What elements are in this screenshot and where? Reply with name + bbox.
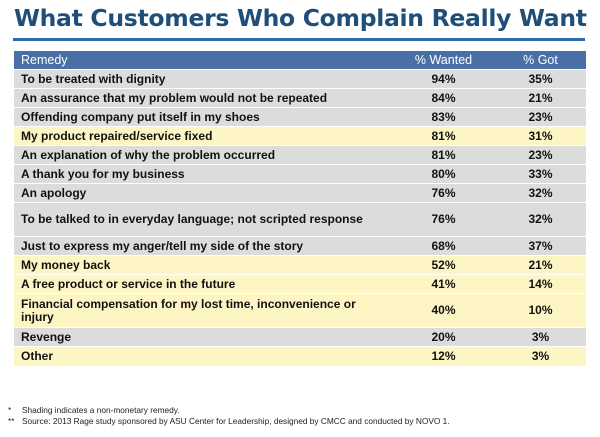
footnote-shading: * Shading indicates a non-monetary remedy… xyxy=(8,405,593,416)
remedy-cell: Other xyxy=(14,346,392,366)
wanted-cell: 76% xyxy=(392,202,495,237)
table-body: To be treated with dignity 94% 35% An assur… xyxy=(14,69,586,366)
header-remedy: Remedy xyxy=(14,51,392,70)
got-cell: 3% xyxy=(495,346,586,366)
got-cell: 35% xyxy=(495,69,586,89)
table-row: My money back 52% 21% xyxy=(14,255,586,275)
got-cell: 14% xyxy=(495,274,586,294)
got-cell: 23% xyxy=(495,145,586,165)
remedy-cell: Financial compensation for my lost time,… xyxy=(14,293,392,328)
got-cell: 23% xyxy=(495,107,586,127)
got-cell: 3% xyxy=(495,327,586,347)
header-wanted: % Wanted xyxy=(392,51,495,70)
table-row: An apology 76% 32% xyxy=(14,183,586,203)
remedy-table: Remedy % Wanted % Got To be treated with… xyxy=(14,51,586,366)
table-row: Financial compensation for my lost time,… xyxy=(14,293,586,328)
table-row: Just to express my anger/tell my side of… xyxy=(14,236,586,256)
remedy-cell: My money back xyxy=(14,255,392,275)
wanted-cell: 52% xyxy=(392,255,495,275)
page-title: What Customers Who Complain Really Want xyxy=(14,4,587,32)
table-row: An assurance that my problem would not b… xyxy=(14,88,586,108)
footnote-mark: * xyxy=(8,405,12,415)
table-row: Offending company put itself in my shoes… xyxy=(14,107,586,127)
table-row: To be talked to in everyday language; no… xyxy=(14,202,586,237)
wanted-cell: 76% xyxy=(392,183,495,203)
wanted-cell: 81% xyxy=(392,126,495,146)
remedy-cell: A thank you for my business xyxy=(14,164,392,184)
wanted-cell: 41% xyxy=(392,274,495,294)
remedy-cell: To be treated with dignity xyxy=(14,69,392,89)
table-header-row: Remedy % Wanted % Got xyxy=(14,51,586,70)
wanted-cell: 80% xyxy=(392,164,495,184)
footnote-text: Shading indicates a non-monetary remedy. xyxy=(22,405,180,415)
footnote-text: Source: 2013 Rage study sponsored by ASU… xyxy=(22,416,450,426)
wanted-cell: 83% xyxy=(392,107,495,127)
wanted-cell: 40% xyxy=(392,293,495,328)
table-row: An explanation of why the problem occurr… xyxy=(14,145,586,165)
remedy-cell: My product repaired/service fixed xyxy=(14,126,392,146)
remedy-cell: A free product or service in the future xyxy=(14,274,392,294)
wanted-cell: 81% xyxy=(392,145,495,165)
remedy-cell: Just to express my anger/tell my side of… xyxy=(14,236,392,256)
got-cell: 31% xyxy=(495,126,586,146)
got-cell: 21% xyxy=(495,255,586,275)
got-cell: 32% xyxy=(495,202,586,237)
got-cell: 33% xyxy=(495,164,586,184)
remedy-cell: An assurance that my problem would not b… xyxy=(14,88,392,108)
wanted-cell: 68% xyxy=(392,236,495,256)
got-cell: 10% xyxy=(495,293,586,328)
table-row: A thank you for my business 80% 33% xyxy=(14,164,586,184)
got-cell: 37% xyxy=(495,236,586,256)
footnote-source: ** Source: 2013 Rage study sponsored by A… xyxy=(8,416,593,427)
remedy-cell: To be talked to in everyday language; no… xyxy=(14,202,392,237)
remedy-cell: Revenge xyxy=(14,327,392,347)
table-row: A free product or service in the future 4… xyxy=(14,274,586,294)
wanted-cell: 94% xyxy=(392,69,495,89)
table-row: Other 12% 3% xyxy=(14,346,586,366)
wanted-cell: 12% xyxy=(392,346,495,366)
header-got: % Got xyxy=(495,51,586,70)
table-row: Revenge 20% 3% xyxy=(14,327,586,347)
table-row: To be treated with dignity 94% 35% xyxy=(14,69,586,89)
got-cell: 32% xyxy=(495,183,586,203)
footnotes: * Shading indicates a non-monetary remedy… xyxy=(8,405,593,427)
table-row: My product repaired/service fixed 81% 31% xyxy=(14,126,586,146)
got-cell: 21% xyxy=(495,88,586,108)
remedy-cell: Offending company put itself in my shoes xyxy=(14,107,392,127)
wanted-cell: 20% xyxy=(392,327,495,347)
footnote-mark: ** xyxy=(8,416,15,426)
remedy-cell: An apology xyxy=(14,183,392,203)
title-underline xyxy=(13,38,585,41)
wanted-cell: 84% xyxy=(392,88,495,108)
remedy-cell: An explanation of why the problem occurr… xyxy=(14,145,392,165)
